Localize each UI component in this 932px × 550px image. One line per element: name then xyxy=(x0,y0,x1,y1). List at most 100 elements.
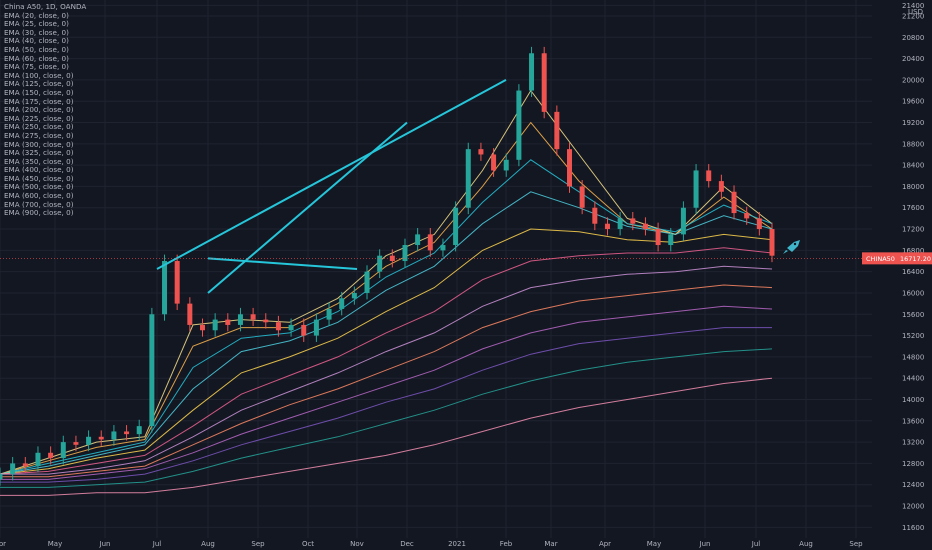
ema-line xyxy=(0,284,773,478)
x-tick-label: Jun xyxy=(99,540,111,548)
legend-item[interactable]: EMA (600, close, 0) xyxy=(4,191,74,201)
price-axis[interactable]: 11600 12000 12400 12800 13200 13600 14000 14400… xyxy=(902,2,924,532)
y-tick-label: 18000 xyxy=(902,183,924,191)
legend-item[interactable]: EMA (500, close, 0) xyxy=(4,182,74,192)
candle-body xyxy=(288,324,294,331)
chart-grid xyxy=(0,0,872,538)
candle-body xyxy=(73,442,79,445)
legend-item[interactable]: EMA (700, close, 0) xyxy=(4,199,74,209)
candle-body xyxy=(351,292,357,299)
candle-body xyxy=(478,149,484,155)
candle-body xyxy=(22,463,28,467)
last-price-tag: CHINA50 16717.20 xyxy=(0,252,932,265)
legend-item[interactable]: EMA (900, close, 0) xyxy=(4,208,74,218)
ema-line xyxy=(0,228,773,475)
candle-body xyxy=(642,223,648,230)
legend-item[interactable]: EMA (150, close, 0) xyxy=(4,87,74,97)
legend-item[interactable]: EMA (25, close, 0) xyxy=(4,19,69,29)
candle-body xyxy=(491,154,497,171)
y-tick-label: 14000 xyxy=(902,396,924,404)
x-tick-label: May xyxy=(48,540,62,548)
legend-item[interactable]: EMA (450, close, 0) xyxy=(4,173,74,183)
y-tick-label: 20400 xyxy=(902,55,924,63)
candle-body xyxy=(339,298,345,309)
price-tag-value: 16717.20 xyxy=(900,255,931,263)
legend-item[interactable]: EMA (325, close, 0) xyxy=(4,148,74,158)
ema-line xyxy=(0,89,773,475)
x-tick-label: Apr xyxy=(599,540,611,548)
legend-item[interactable]: EMA (20, close, 0) xyxy=(4,10,69,20)
candle-body xyxy=(237,314,243,325)
candle-body xyxy=(655,229,661,246)
price-tag-box xyxy=(862,252,932,265)
legend-item[interactable]: EMA (60, close, 0) xyxy=(4,53,69,63)
legend-item[interactable]: EMA (30, close, 0) xyxy=(4,27,69,37)
candle-body xyxy=(402,245,408,262)
time-axis[interactable]: Apr May Jun Jul Aug Sep Oct Nov Dec 2021 Feb Mar Apr… xyxy=(0,540,863,548)
x-tick-label: Sep xyxy=(251,540,265,548)
y-tick-label: 21400 xyxy=(902,2,924,10)
legend-item[interactable]: EMA (250, close, 0) xyxy=(4,122,74,132)
ema-line xyxy=(0,121,773,475)
candle-body xyxy=(364,271,370,293)
legend-item[interactable]: EMA (275, close, 0) xyxy=(4,130,74,140)
legend-item[interactable]: EMA (175, close, 0) xyxy=(4,96,74,106)
candle-body xyxy=(212,319,218,331)
candle-body xyxy=(187,303,193,325)
candle-body xyxy=(592,207,598,224)
indicator-legend: China A50, 1D, OANDA EMA (20, close, 0) E… xyxy=(4,2,87,218)
y-tick-label: 17600 xyxy=(902,204,924,212)
candle-body xyxy=(731,191,737,214)
candle-body xyxy=(250,314,256,320)
legend-item[interactable]: EMA (50, close, 0) xyxy=(4,44,69,54)
legend-item[interactable]: EMA (200, close, 0) xyxy=(4,105,74,115)
candle-body xyxy=(617,218,623,230)
legend-item[interactable]: EMA (100, close, 0) xyxy=(4,70,74,80)
candle-body xyxy=(440,245,446,251)
y-tick-label: 17200 xyxy=(902,226,924,234)
candle-body xyxy=(124,431,130,435)
ema-line xyxy=(0,348,773,488)
candle-body xyxy=(756,218,762,230)
x-tick-label: Feb xyxy=(500,540,513,548)
ema-line xyxy=(0,247,773,475)
x-tick-label: Mar xyxy=(544,540,557,548)
rocket-icon xyxy=(783,240,800,254)
price-tag-label: CHINA50 xyxy=(866,255,895,263)
legend-item[interactable]: EMA (125, close, 0) xyxy=(4,79,74,89)
candle-body xyxy=(199,324,205,331)
ema-line xyxy=(0,191,773,475)
candle-body xyxy=(35,452,41,467)
support-line[interactable] xyxy=(207,257,358,270)
y-tick-label: 20800 xyxy=(902,34,924,42)
price-candles xyxy=(0,46,775,486)
candle-body xyxy=(162,261,168,315)
legend-item[interactable]: EMA (75, close, 0) xyxy=(4,62,69,72)
y-tick-label: 16000 xyxy=(902,289,924,297)
x-tick-label: Jul xyxy=(751,540,761,548)
descending-trendline-2[interactable] xyxy=(207,121,408,294)
x-tick-label: May xyxy=(647,540,661,548)
symbol-title[interactable]: China A50, 1D, OANDA xyxy=(4,2,87,11)
candle-body xyxy=(668,234,674,246)
candle-body xyxy=(706,170,712,182)
legend-item[interactable]: EMA (40, close, 0) xyxy=(4,36,69,46)
ema-line xyxy=(0,305,773,480)
y-tick-label: 12400 xyxy=(902,481,924,489)
legend-item[interactable]: EMA (225, close, 0) xyxy=(4,113,74,123)
legend-item[interactable]: EMA (350, close, 0) xyxy=(4,156,74,166)
candle-body xyxy=(744,213,750,219)
candle-body xyxy=(630,218,636,224)
candle-body xyxy=(86,436,92,445)
ema-line xyxy=(0,327,772,483)
legend-item[interactable]: EMA (300, close, 0) xyxy=(4,139,74,149)
candle-body xyxy=(554,111,560,150)
candle-body xyxy=(604,223,610,230)
ema-line xyxy=(0,265,773,475)
y-tick-label: 13600 xyxy=(902,417,924,425)
legend-item[interactable]: EMA (400, close, 0) xyxy=(4,165,74,175)
candle-body xyxy=(10,463,16,475)
ema-line xyxy=(0,377,773,496)
descending-trendline-1[interactable] xyxy=(156,79,507,270)
